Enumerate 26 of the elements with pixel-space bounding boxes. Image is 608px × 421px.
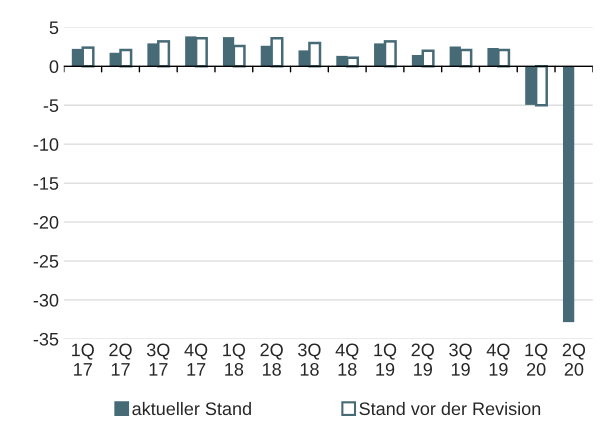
- legend-label: Stand vor der Revision: [359, 402, 540, 416]
- y-tick-label: 0: [50, 60, 58, 74]
- bar: [562, 66, 574, 322]
- y-tick-label: -25: [34, 254, 58, 268]
- x-tick-label: 1Q 20: [525, 344, 548, 376]
- y-tick-label: -20: [34, 216, 58, 229]
- x-tick-label: 1Q 18: [223, 344, 246, 376]
- x-tick-label: 4Q 17: [184, 344, 208, 376]
- x-tick-label: 1Q 17: [72, 344, 94, 376]
- y-tick-label: -30: [34, 294, 58, 307]
- x-tick-label: 2Q 17: [109, 344, 132, 376]
- x-tick-label: 2Q 20: [562, 344, 586, 376]
- x-tick-label: 3Q 17: [146, 344, 170, 376]
- x-tick-label: 2Q 18: [260, 344, 283, 376]
- x-tick-label: 3Q 19: [449, 344, 472, 376]
- y-tick-label: -35: [34, 332, 58, 346]
- y-tick-label: 5: [50, 21, 58, 34]
- y-tick-label: -10: [34, 138, 58, 151]
- y-tick-label: -15: [34, 177, 58, 190]
- legend-label: aktueller Stand: [132, 402, 251, 416]
- x-tick-label: 4Q 19: [486, 344, 510, 376]
- y-tick-label: -5: [44, 99, 58, 112]
- x-tick-label: 4Q 18: [336, 344, 358, 376]
- x-tick-label: 2Q 19: [412, 344, 434, 376]
- x-tick-label: 3Q 18: [298, 344, 321, 376]
- x-tick-label: 1Q 19: [374, 344, 396, 376]
